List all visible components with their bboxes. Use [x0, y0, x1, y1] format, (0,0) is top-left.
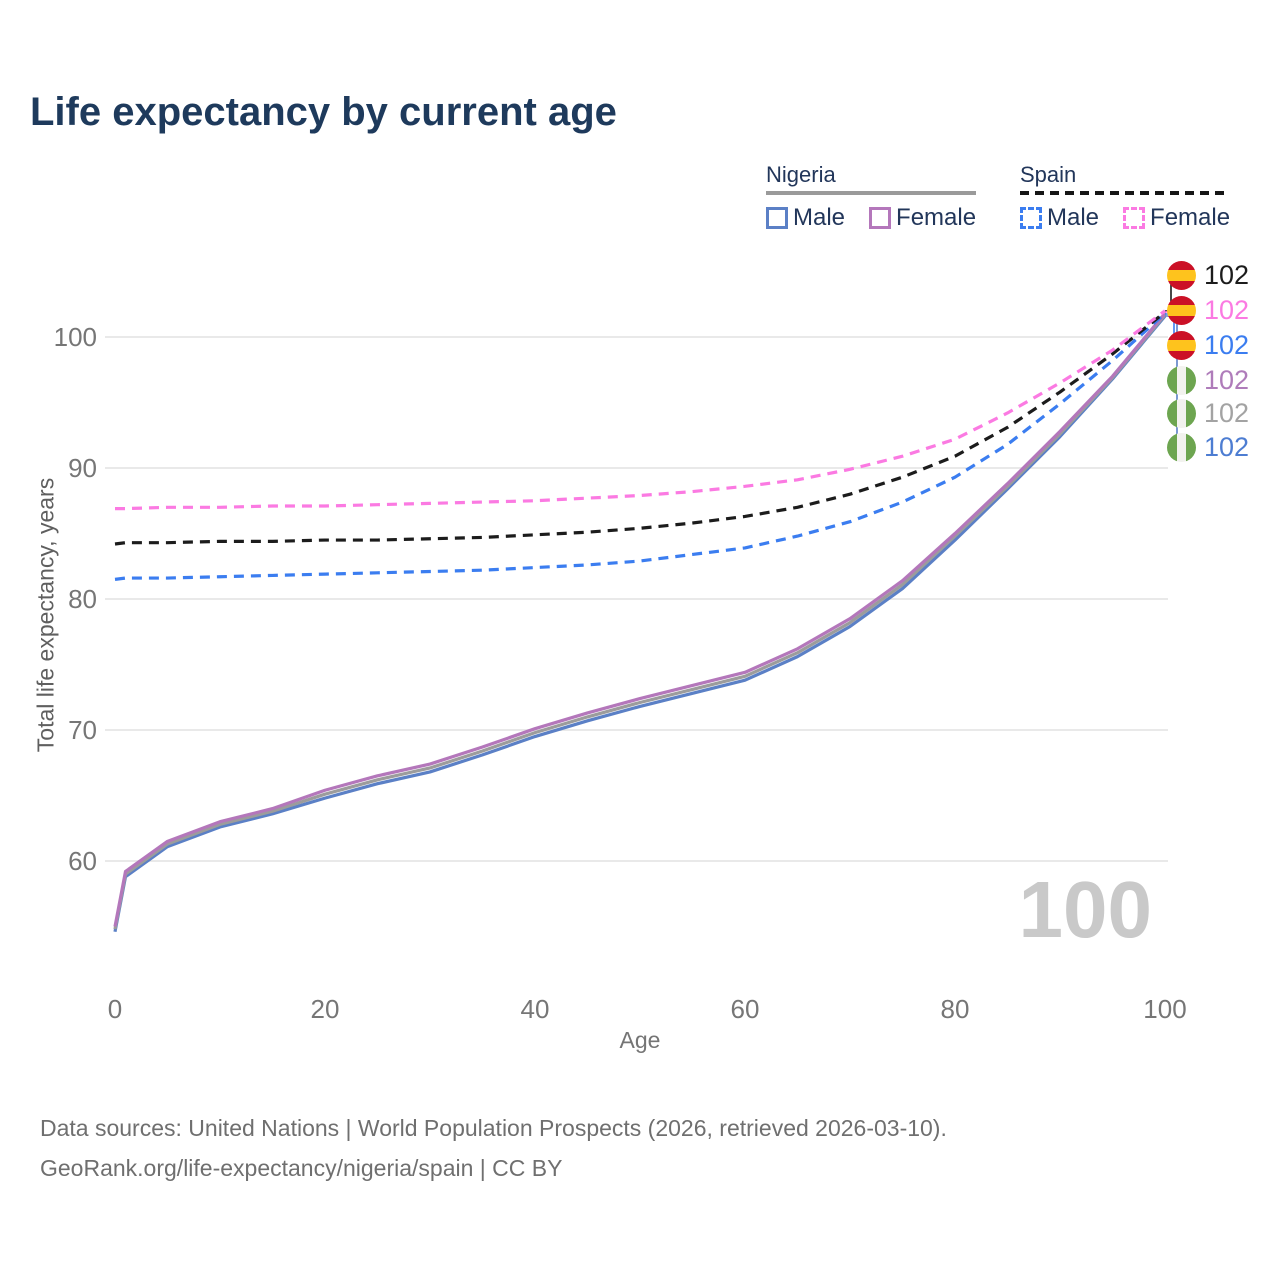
source-line-2: GeoRank.org/life-expectancy/nigeria/spai… [40, 1155, 563, 1181]
legend-label-spain-female: Female [1150, 204, 1231, 231]
spain-flag-icon [1167, 260, 1196, 290]
nigeria-female-swatch-icon [869, 207, 892, 229]
series-line-nigeria-female[interactable] [113, 312, 1167, 927]
y-tick-70: 70 [68, 715, 97, 745]
series-line-nigeria-male[interactable] [113, 315, 1167, 933]
end-label-row-spain-male: 102 [1167, 330, 1249, 360]
legend-linestyle-solid [766, 191, 977, 195]
spain-female-swatch-icon [1123, 207, 1146, 229]
end-value: 102 [1204, 431, 1250, 462]
x-tick-20: 20 [311, 994, 340, 1024]
y-axis-title: Total life expectancy, years [32, 477, 59, 753]
end-value: 102 [1204, 397, 1250, 428]
legend-label-nigeria-male: Male [793, 204, 846, 231]
end-label-row-spain-female: 102 [1167, 295, 1249, 325]
x-tick-40: 40 [521, 994, 550, 1024]
x-tick-0: 0 [108, 994, 122, 1024]
series-line-spain-female[interactable] [115, 309, 1166, 511]
source-line-1: Data sources: United Nations | World Pop… [40, 1115, 947, 1141]
spain-flag-icon [1167, 295, 1196, 325]
x-tick-100: 100 [1143, 994, 1186, 1024]
spain-flag-icon [1167, 330, 1196, 360]
end-label-row-nigeria-both-sexes: 102 [1167, 398, 1249, 428]
nigeria-flag-icon [1167, 365, 1196, 395]
x-axis-title: Age [619, 1027, 661, 1053]
nigeria-male-swatch-icon [766, 207, 788, 229]
legend-item-spain-female[interactable]: Female [1123, 204, 1230, 232]
y-tick-100: 100 [54, 322, 97, 352]
end-value: 102 [1204, 329, 1250, 360]
nigeria-flag-icon [1167, 398, 1196, 428]
x-tick-60: 60 [731, 994, 760, 1024]
end-label-row-spain-both-sexes: 102 [1167, 260, 1249, 290]
source-note: Data sources: United Nations | World Pop… [40, 1108, 947, 1188]
legend-group-nigeria: Nigeria Male Female [766, 162, 977, 232]
y-tick-60: 60 [68, 846, 97, 876]
legend-label-spain-male: Male [1047, 204, 1100, 231]
legend-country-spain: Spain [1020, 162, 1077, 187]
nigeria-flag-icon [1167, 432, 1196, 462]
legend-linestyle-dashed [1020, 191, 1231, 195]
legend-item-spain-male[interactable]: Male [1020, 204, 1099, 232]
end-value: 102 [1204, 294, 1250, 325]
series-line-spain-male[interactable] [114, 312, 1167, 581]
y-tick-90: 90 [68, 453, 97, 483]
legend-item-nigeria-female[interactable]: Female [869, 204, 976, 232]
y-tick-80: 80 [68, 584, 97, 614]
series-line-spain-both[interactable] [114, 310, 1166, 546]
end-label-row-nigeria-female: 102 [1167, 365, 1249, 395]
end-value: 102 [1204, 364, 1250, 395]
end-value: 102 [1204, 259, 1250, 290]
x-tick-80: 80 [941, 994, 970, 1024]
spain-male-swatch-icon [1020, 207, 1042, 229]
legend-country-nigeria: Nigeria [766, 162, 836, 187]
current-age-counter: 100 [1018, 865, 1152, 954]
page-title: Life expectancy by current age [30, 90, 617, 134]
legend-item-nigeria-male[interactable]: Male [766, 204, 845, 232]
legend-group-spain: Spain Male Female [1020, 162, 1231, 232]
legend-label-nigeria-female: Female [896, 204, 977, 231]
end-label-row-nigeria-male: 102 [1167, 432, 1249, 462]
series-line-nigeria-both[interactable] [113, 313, 1167, 930]
